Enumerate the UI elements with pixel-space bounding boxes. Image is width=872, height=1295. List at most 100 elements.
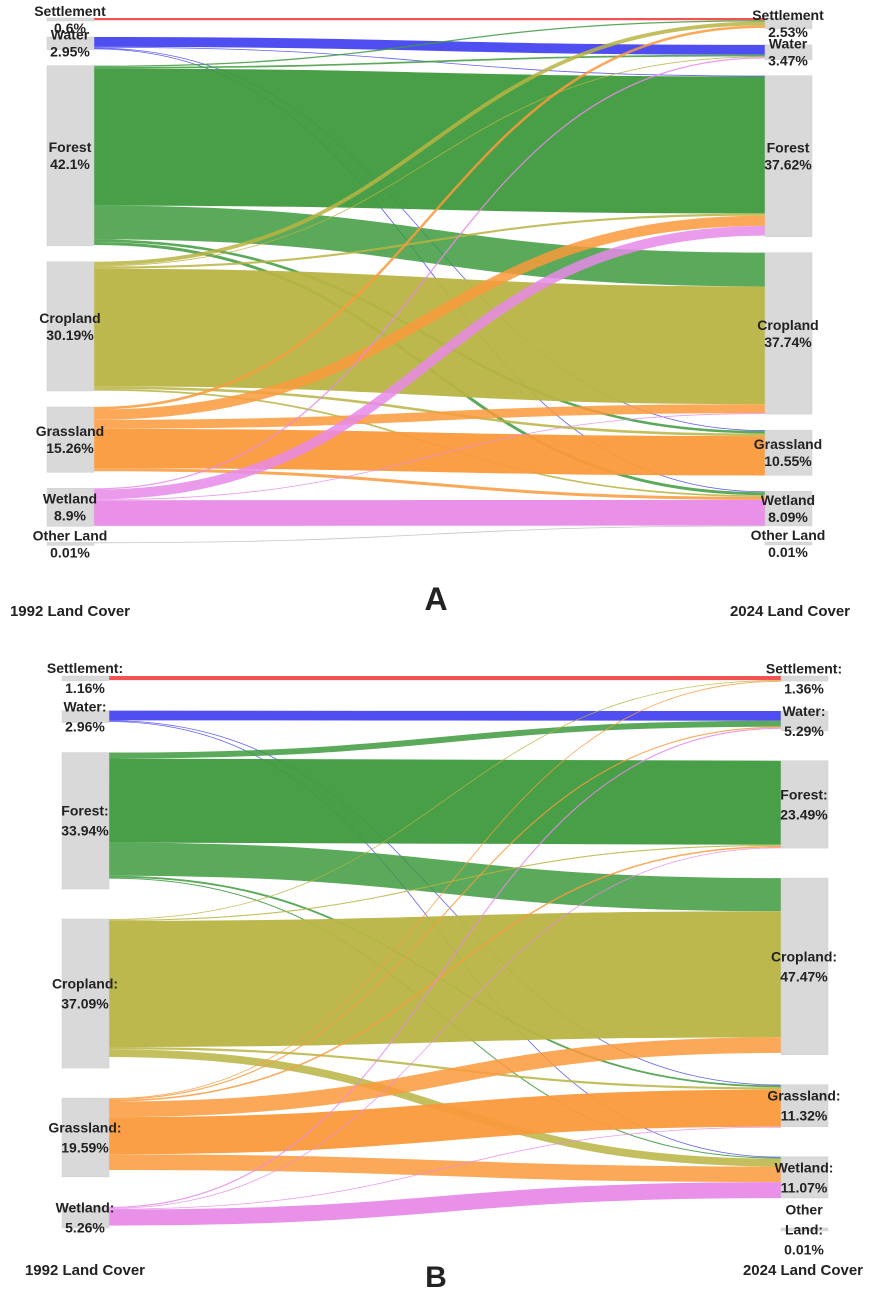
flow-water-to-grassland	[108, 720, 782, 1086]
left-node-wetland	[46, 488, 95, 527]
flow-grassland-to-settlement	[93, 25, 766, 410]
left-label-wetland: Wetland 8.9%	[43, 491, 97, 524]
label-line: Water:	[63, 699, 106, 715]
right-label-grassland: Grassland 10.55%	[754, 436, 822, 469]
label-line: 30.19%	[46, 327, 94, 343]
flow-grassland-to-cropland	[93, 404, 766, 429]
flow-wetland-to-wetland	[108, 1182, 782, 1226]
label-line: Cropland	[39, 310, 100, 326]
sankey-panel-a: Settlement 0.6%Water 2.95% Forest 42.1% Cropl…	[10, 3, 850, 620]
left-node-forest	[61, 752, 110, 890]
flow-grassland-to-cropland	[108, 1037, 782, 1118]
left-axis-title: 1992 Land Cover	[10, 603, 130, 620]
label-line: Cropland:	[771, 948, 837, 964]
flow-cropland-to-cropland	[93, 268, 766, 405]
right-node-forest	[780, 760, 829, 849]
left-label-settlement: Settlement 0.6%	[34, 3, 106, 36]
flow-other-land-to-wetland	[93, 525, 766, 544]
label-line: 19.59%	[61, 1139, 109, 1155]
left-node-grassland	[46, 406, 95, 473]
right-label-cropland: Cropland 37.74%	[757, 317, 818, 350]
label-line: 47.47%	[780, 968, 828, 984]
label-layer: Settlement 0.6%Water 2.95% Forest 42.1% Cropl…	[33, 3, 826, 560]
flow-grassland-to-grassland	[108, 1089, 782, 1155]
label-line: 37.74%	[764, 334, 812, 350]
flow-forest-to-cropland	[93, 205, 766, 287]
label-line: 5.29%	[784, 723, 824, 739]
left-node-settlement	[46, 17, 95, 22]
right-node-cropland	[764, 252, 813, 415]
left-label-forest: Forest 42.1%	[49, 139, 92, 172]
label-line: 42.1%	[50, 156, 90, 172]
flow-grassland-to-forest	[93, 215, 766, 420]
right-node-water	[764, 44, 813, 60]
flow-forest-to-water	[93, 54, 766, 69]
label-line: 15.26%	[46, 440, 94, 456]
right-label-wetland: Wetland 8.09%	[761, 492, 815, 525]
left-node-water	[46, 36, 95, 50]
flow-grassland-to-settlement	[108, 680, 782, 1099]
left-axis-title: 1992 Land Cover	[25, 1262, 145, 1279]
right-label-wetland: Wetland: 11.07%	[775, 1159, 834, 1195]
right-node-forest	[764, 75, 813, 237]
label-line: 37.62%	[764, 157, 812, 173]
label-line: Cropland:	[52, 975, 118, 991]
left-label-water: Water: 2.96%	[63, 699, 106, 735]
label-line: 23.49%	[780, 806, 828, 822]
right-node-settlement	[780, 675, 829, 682]
label-line: 0.01%	[768, 544, 808, 560]
right-node-water	[780, 710, 829, 731]
label-line: Cropland	[757, 317, 818, 333]
flow-wetland-to-forest	[93, 225, 766, 500]
label-line: Water:	[782, 703, 825, 719]
label-line: 11.32%	[781, 1108, 828, 1124]
label-line: 1.36%	[784, 680, 824, 696]
flow-cropland-to-grassland	[108, 1047, 782, 1090]
label-line: Grassland:	[48, 1119, 121, 1135]
right-node-grassland	[764, 429, 813, 476]
flow-layer	[93, 18, 766, 544]
flow-forest-to-forest	[93, 68, 766, 214]
label-line: Wetland	[43, 491, 97, 507]
left-label-water: Water 2.95%	[50, 27, 90, 60]
flow-grassland-to-water	[108, 726, 782, 1101]
right-axis-title: 2024 Land Cover	[730, 603, 850, 620]
left-node-settlement	[61, 675, 110, 681]
label-line: 2.96%	[65, 719, 105, 735]
flow-cropland-to-grassland	[93, 386, 766, 437]
panel-label: B	[425, 1261, 447, 1294]
right-label-forest: Forest: 23.49%	[780, 786, 828, 822]
left-node-cropland	[46, 261, 95, 392]
flow-grassland-to-wetland	[93, 468, 766, 500]
label-line: 0.01%	[784, 1241, 824, 1257]
sankey-panel-b: Settlement: 1.16% Water: 2.96% Forest: 33.94%…	[25, 660, 863, 1294]
left-node-wetland	[61, 1206, 110, 1229]
label-line: Other	[785, 1201, 823, 1217]
label-line: Grassland:	[767, 1088, 840, 1104]
label-line: 10.55%	[764, 453, 812, 469]
label-line: 33.94%	[61, 823, 109, 839]
flow-layer	[108, 676, 782, 1226]
flow-wetland-to-grassland	[108, 1126, 782, 1210]
right-node-wetland	[780, 1156, 829, 1199]
right-axis-title: 2024 Land Cover	[743, 1262, 863, 1279]
right-node-grassland	[780, 1084, 829, 1128]
label-line: Settlement:	[766, 660, 842, 676]
right-label-other-land: Other Land: 0.01%	[784, 1201, 824, 1257]
left-label-cropland: Cropland 30.19%	[39, 310, 100, 343]
left-node-water	[61, 710, 110, 723]
flow-forest-to-forest	[108, 758, 782, 845]
label-line: Forest:	[780, 786, 827, 802]
label-line: Water	[51, 27, 90, 43]
label-line: 8.09%	[768, 509, 808, 525]
label-line: Settlement:	[47, 660, 123, 676]
left-label-forest: Forest: 33.94%	[61, 803, 109, 839]
left-node-forest	[46, 65, 95, 247]
flow-forest-to-water	[108, 720, 782, 759]
left-label-settlement: Settlement: 1.16%	[47, 660, 123, 696]
left-node-other-land	[46, 542, 95, 546]
right-label-forest: Forest 37.62%	[764, 140, 812, 173]
right-label-grassland: Grassland: 11.32%	[767, 1088, 840, 1124]
label-line: Grassland	[36, 423, 104, 439]
